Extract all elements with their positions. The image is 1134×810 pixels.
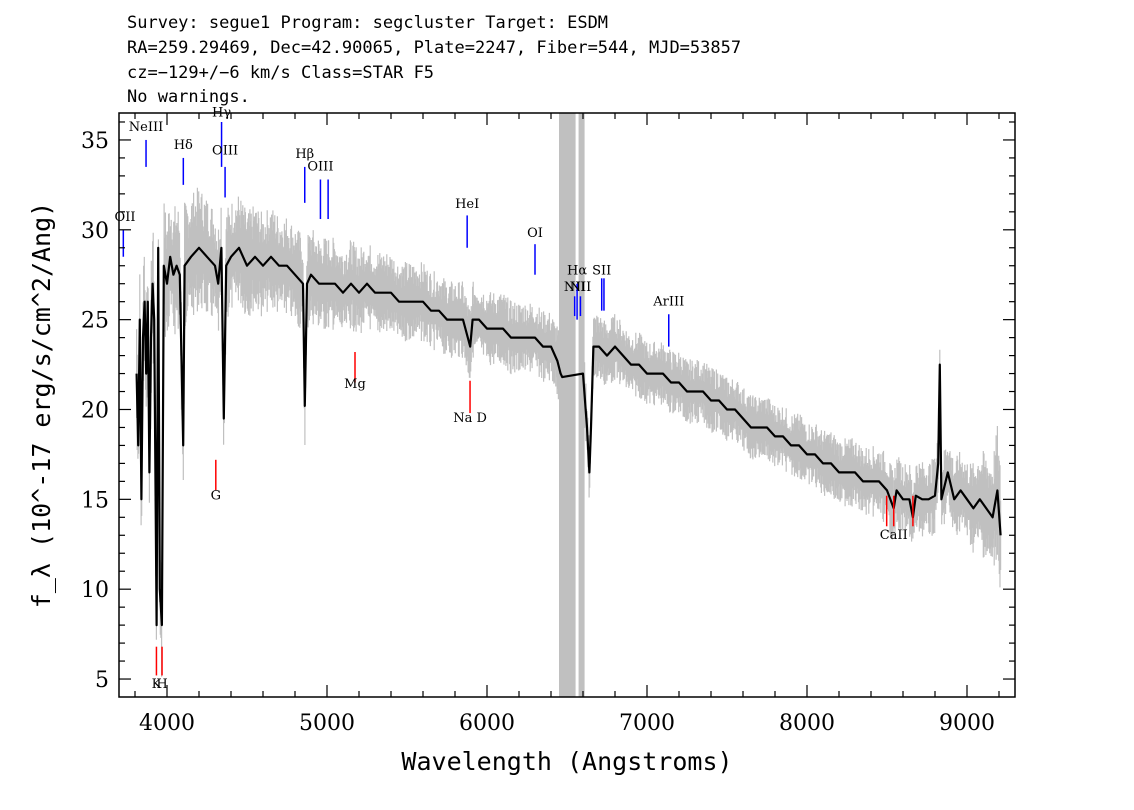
header-line-survey: Survey: segue1 Program: segcluster Targe… [127, 13, 608, 33]
emission-line-label: Hα [567, 264, 587, 279]
emission-line-label: NII [570, 280, 592, 295]
absorption-line-label: Mg [344, 377, 366, 392]
spectrum-line [135, 246, 1002, 627]
absorption-line-label: Na D [453, 411, 487, 426]
emission-line-label: ArIII [652, 294, 684, 309]
absorption-line-label: K [152, 677, 162, 692]
x-tick-label: 7000 [619, 711, 675, 736]
x-axis-title: Wavelength (Angstroms) [401, 747, 732, 776]
y-tick-label: 10 [81, 578, 109, 603]
emission-line-label: Hβ [295, 147, 314, 162]
x-tick-label: 5000 [299, 711, 355, 736]
y-axis-title: f_λ (10^-17 erg/s/cm^2/Ang) [27, 202, 56, 608]
masked-band [559, 113, 585, 697]
y-tick-label: 20 [81, 398, 109, 423]
absorption-line-label: CaII [880, 528, 908, 543]
emission-line-label: NII [564, 280, 586, 295]
x-tick-label: 4000 [139, 711, 195, 736]
emission-line-label: OIII [307, 160, 333, 175]
y-tick-label: 15 [81, 488, 109, 513]
y-tick-label: 30 [81, 219, 109, 244]
y-tick-label: 35 [81, 129, 109, 154]
emission-line-label: OI [527, 226, 543, 241]
y-tick-label: 25 [81, 309, 109, 334]
header-line-warnings: No warnings. [127, 87, 250, 107]
header-line-redshift: cz=−129+/−6 km/s Class=STAR F5 [127, 63, 434, 83]
emission-line-label: HeI [455, 197, 479, 212]
x-tick-label: 9000 [939, 711, 995, 736]
header-line-coordinates: RA=259.29469, Dec=42.90065, Plate=2247, … [127, 38, 741, 58]
x-tick-label: 6000 [459, 711, 515, 736]
x-tick-label: 8000 [779, 711, 835, 736]
emission-line-label: Hδ [174, 138, 193, 153]
y-tick-label: 5 [95, 668, 109, 693]
emission-line-label: SII [592, 264, 611, 279]
absorption-line-label: G [211, 488, 221, 503]
emission-line-label: OII [115, 210, 136, 225]
spectrum-header: Survey: segue1 Program: segcluster Targe… [127, 13, 741, 107]
axes: 4000 5000 6000 7000 8000 9000 5 10 15 20 25 30 35 [81, 113, 1015, 736]
absorption-line-label: H [156, 677, 167, 692]
emission-line-label: OIII [212, 143, 238, 158]
plot-frame [118, 112, 1016, 698]
emission-line-label: NeIII [129, 120, 163, 135]
